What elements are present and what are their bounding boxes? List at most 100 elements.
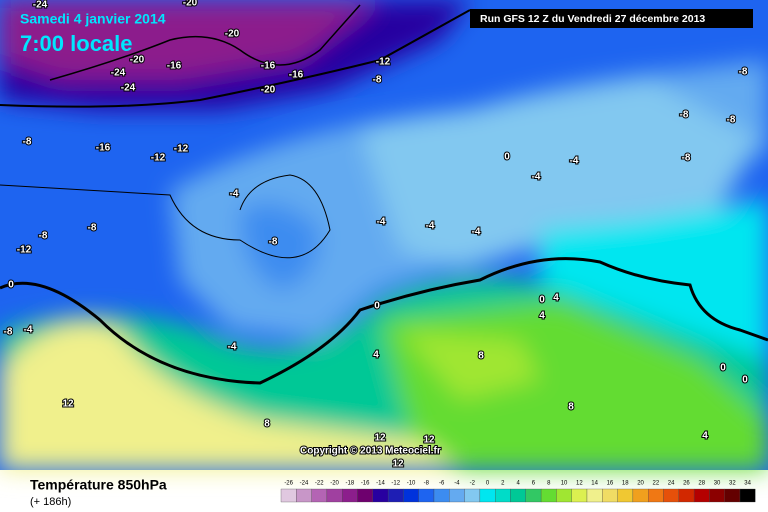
legend-swatch bbox=[602, 488, 618, 503]
contour-label: 12 bbox=[392, 459, 404, 470]
legend-swatch bbox=[357, 488, 373, 503]
legend-label: -4 bbox=[454, 481, 460, 487]
contour-label: 12 bbox=[374, 433, 386, 444]
contour-label: -24 bbox=[111, 68, 126, 79]
legend-label: 28 bbox=[698, 481, 705, 487]
legend-swatch bbox=[433, 488, 450, 503]
legend-label: -10 bbox=[407, 481, 416, 487]
legend-label: 8 bbox=[547, 481, 551, 487]
legend-label: -22 bbox=[315, 481, 324, 487]
legend-swatch bbox=[280, 488, 297, 503]
contour-label: -4 bbox=[472, 227, 481, 238]
legend-label: 26 bbox=[683, 481, 690, 487]
contour-label: -16 bbox=[261, 61, 276, 72]
contour-label: -8 bbox=[727, 115, 736, 126]
legend-label: -18 bbox=[346, 481, 355, 487]
contour-label: -8 bbox=[23, 137, 32, 148]
lead-time: (+ 186h) bbox=[30, 496, 71, 508]
legend-label: 12 bbox=[576, 481, 583, 487]
contour-label: -4 bbox=[570, 156, 579, 167]
map-field bbox=[0, 0, 768, 470]
contour-label: -20 bbox=[183, 0, 198, 9]
legend-swatch bbox=[464, 488, 481, 503]
legend-swatch bbox=[617, 488, 634, 503]
legend-swatch bbox=[510, 488, 526, 503]
isotherm bbox=[49, 4, 361, 81]
contour-label: 8 bbox=[568, 402, 574, 413]
legend-label: 2 bbox=[501, 481, 505, 487]
contour-label: 8 bbox=[264, 419, 270, 430]
field-title: Température 850hPa bbox=[30, 477, 167, 493]
run-box bbox=[470, 9, 753, 28]
legend-label: 34 bbox=[744, 481, 751, 487]
contour-label: -16 bbox=[289, 70, 304, 81]
copyright: Copyright © 2013 Meteociel.fr bbox=[300, 446, 441, 457]
contour-label: -4 bbox=[426, 221, 435, 232]
legend-swatch bbox=[724, 488, 741, 503]
legend-label: 16 bbox=[607, 481, 614, 487]
contour-label: -20 bbox=[130, 55, 145, 66]
legend-label: -20 bbox=[330, 481, 339, 487]
contour-label: -8 bbox=[680, 110, 689, 121]
legend-label: -6 bbox=[439, 481, 445, 487]
contour-label: -16 bbox=[167, 61, 182, 72]
legend-label: 30 bbox=[714, 481, 721, 487]
legend-swatch bbox=[525, 488, 542, 503]
contour-label: -8 bbox=[88, 223, 97, 234]
legend-swatch bbox=[387, 488, 404, 503]
legend-label: 4 bbox=[516, 481, 520, 487]
contour-label: -8 bbox=[373, 75, 382, 86]
legend-label: 10 bbox=[561, 481, 568, 487]
legend-label: -16 bbox=[361, 481, 370, 487]
contour-label: -8 bbox=[269, 237, 278, 248]
contour-label: -8 bbox=[39, 231, 48, 242]
contour-label: -16 bbox=[96, 143, 111, 154]
legend-swatch bbox=[311, 488, 328, 503]
legend-swatch bbox=[556, 488, 572, 503]
legend-swatch bbox=[372, 488, 389, 503]
legend-swatch bbox=[296, 488, 312, 503]
contour-label: -4 bbox=[228, 342, 237, 353]
contour-label: -20 bbox=[225, 29, 240, 40]
contour-label: 0 bbox=[742, 375, 748, 386]
legend-swatch bbox=[495, 488, 511, 503]
contour-label: 0 bbox=[8, 280, 14, 291]
legend-swatch bbox=[632, 488, 649, 503]
contour-label: 12 bbox=[423, 435, 435, 446]
legend-swatch bbox=[648, 488, 664, 503]
isotherm bbox=[0, 174, 331, 259]
contour-label: -4 bbox=[377, 217, 386, 228]
contour-label: 0 bbox=[374, 301, 380, 312]
contour-label: -12 bbox=[174, 144, 189, 155]
legend-swatch bbox=[709, 488, 725, 503]
contour-label: 4 bbox=[373, 350, 379, 361]
legend-label: 20 bbox=[637, 481, 644, 487]
contour-label: -4 bbox=[24, 325, 33, 336]
legend-label: -8 bbox=[424, 481, 430, 487]
zero-isotherm bbox=[0, 257, 768, 385]
legend-swatch bbox=[693, 488, 710, 503]
color-legend: -26 -24 -22 -20 -18 -16 -14 -12 -10 -8 -6 -4 -2 0 2 4 6 8… bbox=[280, 481, 756, 503]
legend-swatch bbox=[449, 488, 465, 503]
isotherm bbox=[0, 9, 471, 108]
contour-label: -20 bbox=[261, 85, 276, 96]
legend-label: 32 bbox=[729, 481, 736, 487]
contour-label: -12 bbox=[376, 57, 391, 68]
contour-label: 0 bbox=[504, 152, 510, 163]
contour-label: -8 bbox=[739, 67, 748, 78]
legend-swatch bbox=[586, 488, 603, 503]
contour-label: 0 bbox=[539, 295, 545, 306]
legend-label: 0 bbox=[486, 481, 490, 487]
contour-label: 4 bbox=[702, 431, 708, 442]
contour-label: -8 bbox=[682, 153, 691, 164]
contour-label: 4 bbox=[539, 311, 545, 322]
contour-label: 0 bbox=[720, 363, 726, 374]
legend-label: 14 bbox=[591, 481, 598, 487]
legend-swatch bbox=[326, 488, 343, 503]
legend-label: -12 bbox=[391, 481, 400, 487]
contour-label: 12 bbox=[62, 399, 74, 410]
legend-swatch bbox=[418, 488, 435, 503]
contour-label: 8 bbox=[478, 351, 484, 362]
legend-label: 18 bbox=[622, 481, 629, 487]
